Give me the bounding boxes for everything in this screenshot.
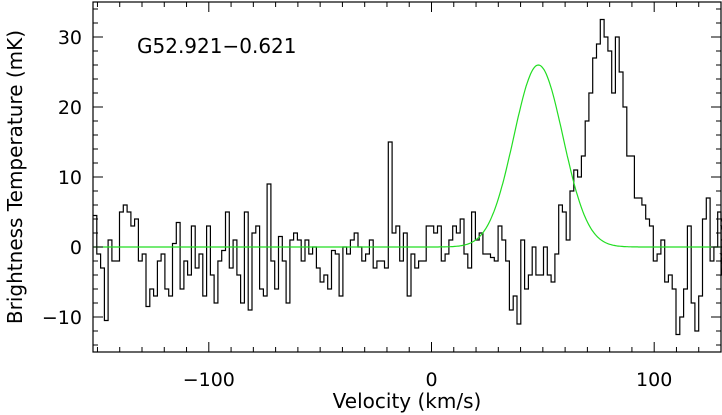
x-axis-label: Velocity (km/s) xyxy=(333,389,482,413)
source-annotation: G52.921−0.621 xyxy=(137,34,297,58)
data-spectrum-line xyxy=(93,18,722,336)
y-tick-label: 0 xyxy=(70,237,82,259)
y-tick-label: 20 xyxy=(58,97,82,119)
x-tick-label: 100 xyxy=(636,369,672,391)
gaussian-fit-line xyxy=(93,64,721,248)
x-tick-label: 0 xyxy=(425,369,437,391)
y-tick-label: 30 xyxy=(58,27,82,49)
x-tick-label: −100 xyxy=(183,369,235,391)
y-tick-label: 10 xyxy=(58,167,82,189)
y-axis-label: Brightness Temperature (mK) xyxy=(3,30,27,324)
y-tick-label: −10 xyxy=(42,307,82,329)
